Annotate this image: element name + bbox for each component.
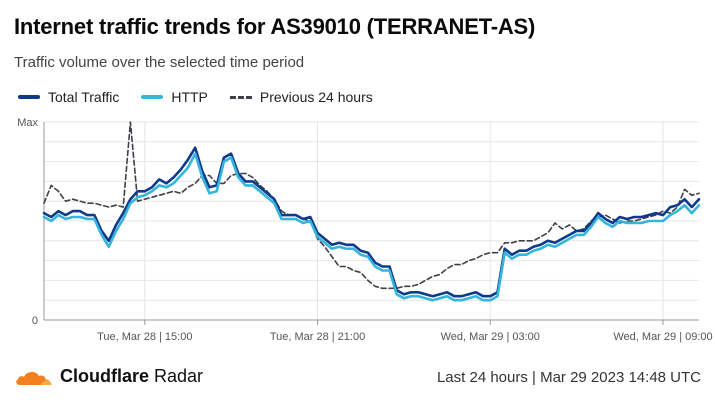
y-tick-label-max: Max: [17, 117, 38, 129]
legend-swatch-http: [141, 95, 164, 99]
legend-item-previous[interactable]: Previous 24 hours: [229, 89, 373, 105]
series-line-total: [42, 146, 701, 298]
x-tick-label: Tue, Mar 28 | 21:00: [270, 331, 365, 343]
x-tick-label: Tue, Mar 28 | 15:00: [97, 331, 192, 343]
chart-legend: Total Traffic HTTP Previous 24 hours: [18, 89, 395, 105]
y-tick-label-zero: 0: [32, 315, 38, 327]
legend-swatch-previous: [229, 95, 252, 99]
legend-label-previous: Previous 24 hours: [259, 89, 373, 105]
chart-title: Internet traffic trends for AS39010 (TER…: [14, 14, 536, 39]
legend-item-total[interactable]: Total Traffic: [18, 89, 119, 105]
x-tick-label: Wed, Mar 29 | 03:00: [441, 331, 540, 343]
series-line-http: [42, 152, 701, 302]
legend-swatch-total: [18, 95, 40, 99]
time-range-info: Last 24 hours | Mar 29 2023 14:48 UTC: [436, 369, 701, 386]
legend-label-total: Total Traffic: [48, 89, 120, 105]
chart-subtitle: Traffic volume over the selected time pe…: [14, 54, 305, 71]
cloudflare-radar-logo[interactable]: Cloudflare Radar: [14, 366, 203, 387]
series-line-previous: [43, 121, 700, 290]
legend-item-http[interactable]: HTTP: [141, 89, 208, 105]
cloudflare-cloud-icon: [16, 371, 52, 385]
legend-label-http: HTTP: [171, 89, 208, 105]
brand-name: Cloudflare Radar: [60, 366, 204, 386]
x-tick-label: Wed, Mar 29 | 09:00: [613, 331, 712, 343]
traffic-chart: Max 0 Tue, Mar 28 | 15:00 Tue, Mar 28 | 21:…: [17, 117, 712, 343]
